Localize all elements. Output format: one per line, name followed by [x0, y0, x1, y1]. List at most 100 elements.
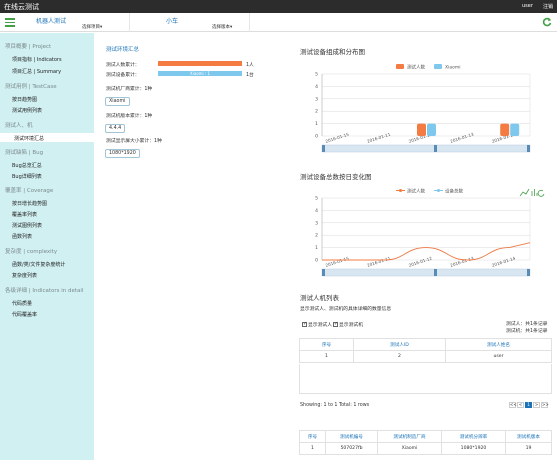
col-header[interactable]: 测试机分辨率: [441, 430, 506, 443]
logout-link[interactable]: 注销: [543, 4, 554, 10]
sidebar-item-complexity-stats[interactable]: 函数/类/文件复杂度统计: [12, 262, 66, 268]
x-tick-label: 2016-01-13: [450, 132, 475, 144]
version-tag: 4.4.4: [105, 124, 126, 133]
legend-label: Xiaomi: [445, 65, 460, 71]
sidebar-group-complexity[interactable]: 复杂度 | complexity: [5, 249, 58, 255]
sidebar-item-coverage-trend[interactable]: 按日增长趋势图: [12, 201, 48, 207]
pagination: << <1 > >>: [508, 402, 549, 408]
sidebar-item-env-summary[interactable]: 测试环境汇总: [0, 133, 94, 142]
sidebar-group-detail[interactable]: 各级详细 | Indicators in detail: [5, 288, 84, 294]
page-prev-button[interactable]: <: [517, 402, 524, 408]
bar-chart-icon[interactable]: [531, 189, 538, 196]
sidebar-item-test-legend[interactable]: 测试图例列表: [12, 223, 43, 229]
table-cell: user: [445, 350, 552, 363]
sidebar-item-indicators[interactable]: 项目指标 | Indicators: [12, 57, 62, 63]
page-last-button[interactable]: >>: [541, 402, 549, 408]
device-distribution-title: 测试设备组成和分布图: [300, 48, 365, 56]
project-tab[interactable]: 机器人测试 选择项目▾: [20, 13, 130, 32]
sidebar-item-testcase-list[interactable]: 测试用例列表: [12, 108, 43, 114]
y-tick-label: 1: [315, 245, 318, 251]
col-header[interactable]: 测试人ID: [353, 338, 446, 351]
device-table: 序号 测试机编号 测试机制造厂商 测试机分辨率 测试机版本 1 507027fb…: [299, 430, 552, 455]
legend-swatch: [396, 64, 404, 69]
table-cell: 507027fb: [325, 442, 378, 455]
show-people-checkbox[interactable]: 显示测试人: [302, 321, 332, 328]
sidebar-item-bug-overview[interactable]: Bug总览汇总: [12, 163, 42, 169]
page-first-button[interactable]: <<: [509, 402, 517, 408]
refresh-icon[interactable]: [542, 17, 552, 27]
bar: [427, 123, 436, 136]
project-select[interactable]: 选择项目▾: [82, 25, 103, 30]
sidebar-group-project[interactable]: 项目概要 | Project: [5, 44, 52, 50]
legend-label: 设备总数: [445, 188, 463, 195]
project-name: 机器人测试: [36, 18, 67, 25]
sidebar-group-env[interactable]: 测试人、机: [5, 123, 33, 129]
legend-label: 测试人数: [407, 188, 425, 195]
col-header[interactable]: 测试机版本: [505, 430, 552, 443]
x-tick-label: 2016-01-11: [366, 256, 391, 268]
range-slider[interactable]: [321, 268, 531, 277]
top-bar: 在线云测试 user 注销: [0, 0, 557, 13]
show-device-checkbox[interactable]: 显示测试机: [333, 321, 363, 328]
range-handle-left[interactable]: [322, 269, 325, 276]
y-tick-label: 4: [315, 84, 318, 90]
sidebar-item-coverage-list[interactable]: 覆盖率列表: [12, 212, 38, 218]
checkbox-icon: [302, 321, 307, 327]
people-count-label: 测试人数累计：: [106, 63, 140, 68]
y-tick-label: 3: [315, 96, 318, 102]
table-cell: 1: [299, 442, 326, 455]
x-tick-label: 2016-01-11: [366, 132, 391, 144]
range-handle-mid[interactable]: [434, 145, 437, 152]
people-device-list-title: 测试人机列表: [300, 294, 339, 302]
user-name[interactable]: user: [522, 3, 533, 9]
people-device-list-subtitle: 显示测试人、测试机的具体详细的数量信息: [300, 307, 392, 312]
range-handle-right[interactable]: [527, 145, 530, 152]
people-count-value: 1人: [246, 63, 254, 68]
col-header[interactable]: 序号: [299, 430, 326, 443]
sidebar-item-daily-trend[interactable]: 按日趋势图: [12, 97, 38, 103]
version-select[interactable]: 选择版本▾: [212, 25, 233, 30]
page-1-button[interactable]: 1: [525, 402, 532, 408]
range-handle-right[interactable]: [527, 269, 530, 276]
legend-swatch: [434, 64, 442, 69]
y-tick-label: 5: [315, 72, 318, 78]
col-header[interactable]: 测试机制造厂商: [377, 430, 442, 443]
table-row[interactable]: 1 507027fb Xiaomi 1080*1920 19: [299, 442, 552, 455]
y-tick-label: 2: [315, 109, 318, 115]
sidebar-item-bug-list[interactable]: Bug详细列表: [12, 174, 42, 180]
y-tick-label: 4: [315, 208, 318, 214]
device-count-label: 测试设备累计：: [106, 73, 140, 78]
bar: [510, 123, 520, 136]
version-tab[interactable]: 小车 选择版本▾: [130, 13, 250, 32]
table-row[interactable]: 1 2 user: [299, 350, 552, 363]
y-tick-label: 1: [315, 121, 318, 127]
col-header[interactable]: 序号: [299, 338, 354, 351]
people-table-empty-area: [299, 364, 552, 394]
legend-label: 测试人数: [407, 64, 425, 71]
range-handle-left[interactable]: [322, 145, 325, 152]
project-bar: 机器人测试 选择项目▾ 小车 选择版本▾: [0, 13, 557, 32]
page-next-button[interactable]: >: [533, 402, 540, 408]
sidebar-item-code-quality[interactable]: 代码质量: [12, 301, 33, 307]
table-cell: 1080*1920: [441, 442, 506, 455]
x-tick-label: 2016-01-15: [325, 132, 350, 144]
range-handle-mid[interactable]: [434, 269, 437, 276]
y-tick-label: 5: [315, 196, 318, 202]
col-header[interactable]: 测试人姓名: [445, 338, 552, 351]
sidebar-group-testcase[interactable]: 测试用例 | TestCase: [5, 84, 57, 90]
menu-icon[interactable]: [5, 18, 15, 27]
sidebar-group-coverage[interactable]: 覆盖率 | Coverage: [5, 188, 54, 194]
sidebar-item-summary[interactable]: 项目汇总 | Summary: [12, 69, 62, 75]
sidebar-item-complexity-list[interactable]: 复杂度列表: [12, 273, 38, 279]
sidebar-group-bug[interactable]: 测试缺陷 | Bug: [5, 150, 44, 156]
sidebar-item-code-coverage[interactable]: 代码覆盖率: [12, 312, 38, 318]
line-chart-icon[interactable]: [519, 188, 530, 197]
sidebar-item-function-list[interactable]: 函数列表: [12, 234, 33, 240]
device-record-count: 测试机：共1条记录: [506, 329, 548, 334]
restore-icon[interactable]: [537, 189, 545, 197]
range-slider[interactable]: [321, 144, 531, 153]
table-cell: 2: [353, 350, 446, 363]
col-header[interactable]: 测试机编号: [325, 430, 378, 443]
vendor-tag: Xiaomi: [105, 97, 130, 106]
x-tick-label: 2016-01-15: [325, 256, 350, 268]
